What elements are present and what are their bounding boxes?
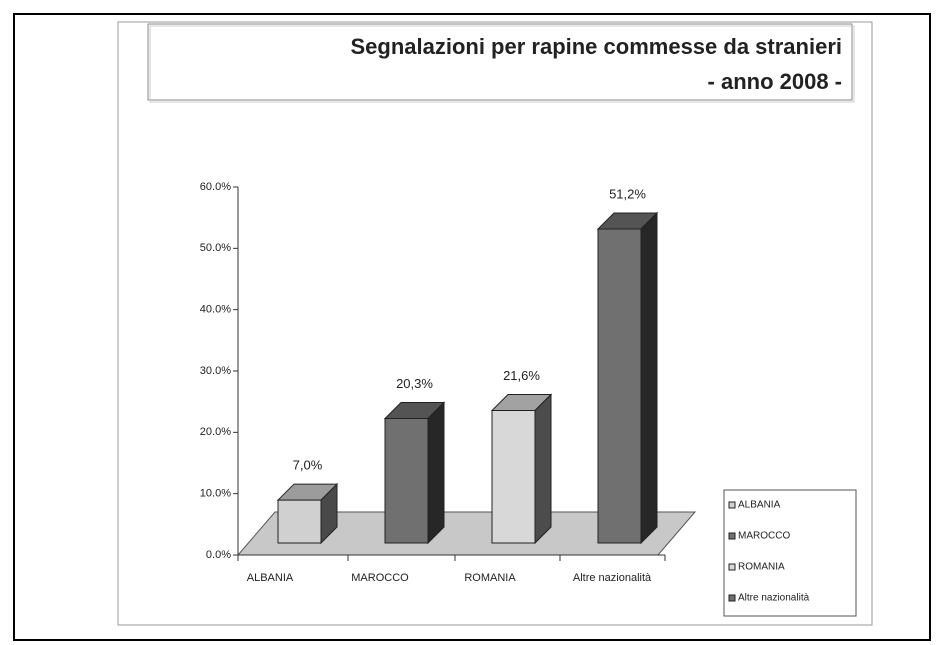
y-tick-label: 20.0% — [200, 426, 231, 438]
bar-face — [534, 393, 552, 545]
bar-face — [384, 417, 429, 544]
bar — [276, 482, 339, 545]
x-tick-label: MAROCCO — [351, 572, 409, 584]
y-tick-label: 30.0% — [200, 365, 231, 377]
legend-swatch — [728, 532, 736, 540]
bar-face — [597, 228, 642, 544]
y-tick-label: 60.0% — [200, 181, 231, 193]
x-tick-label: ALBANIA — [247, 572, 294, 584]
bar-face — [277, 499, 322, 544]
y-tick-label: 0.0% — [206, 549, 231, 561]
legend-label: MAROCCO — [738, 531, 790, 542]
bar-face — [491, 410, 536, 544]
bar — [596, 211, 659, 545]
bar — [383, 401, 446, 545]
value-label: 7,0% — [293, 458, 323, 473]
legend-swatch — [728, 501, 736, 509]
chart-subtitle: - anno 2008 - — [708, 69, 842, 94]
title-box — [147, 23, 853, 101]
y-tick-label: 10.0% — [200, 488, 231, 500]
legend-swatch — [728, 594, 736, 602]
legend-label: ROMANIA — [738, 562, 785, 573]
x-tick-label: ROMANIA — [464, 572, 516, 584]
legend — [723, 489, 857, 617]
y-tick-label: 50.0% — [200, 242, 231, 254]
bar — [490, 393, 553, 545]
legend-swatch — [728, 563, 736, 571]
value-label: 21,6% — [503, 368, 540, 383]
value-label: 51,2% — [609, 186, 646, 201]
y-tick-label: 40.0% — [200, 304, 231, 316]
chart-title: Segnalazioni per rapine commesse da stra… — [350, 34, 842, 59]
legend-label: Altre nazionalità — [738, 593, 810, 604]
legend-label: ALBANIA — [738, 500, 781, 511]
x-tick-label: Altre nazionalità — [573, 572, 652, 584]
bar-face — [640, 211, 658, 545]
bar-face — [427, 401, 445, 545]
title-shadow — [149, 25, 855, 103]
value-label: 20,3% — [396, 376, 433, 391]
